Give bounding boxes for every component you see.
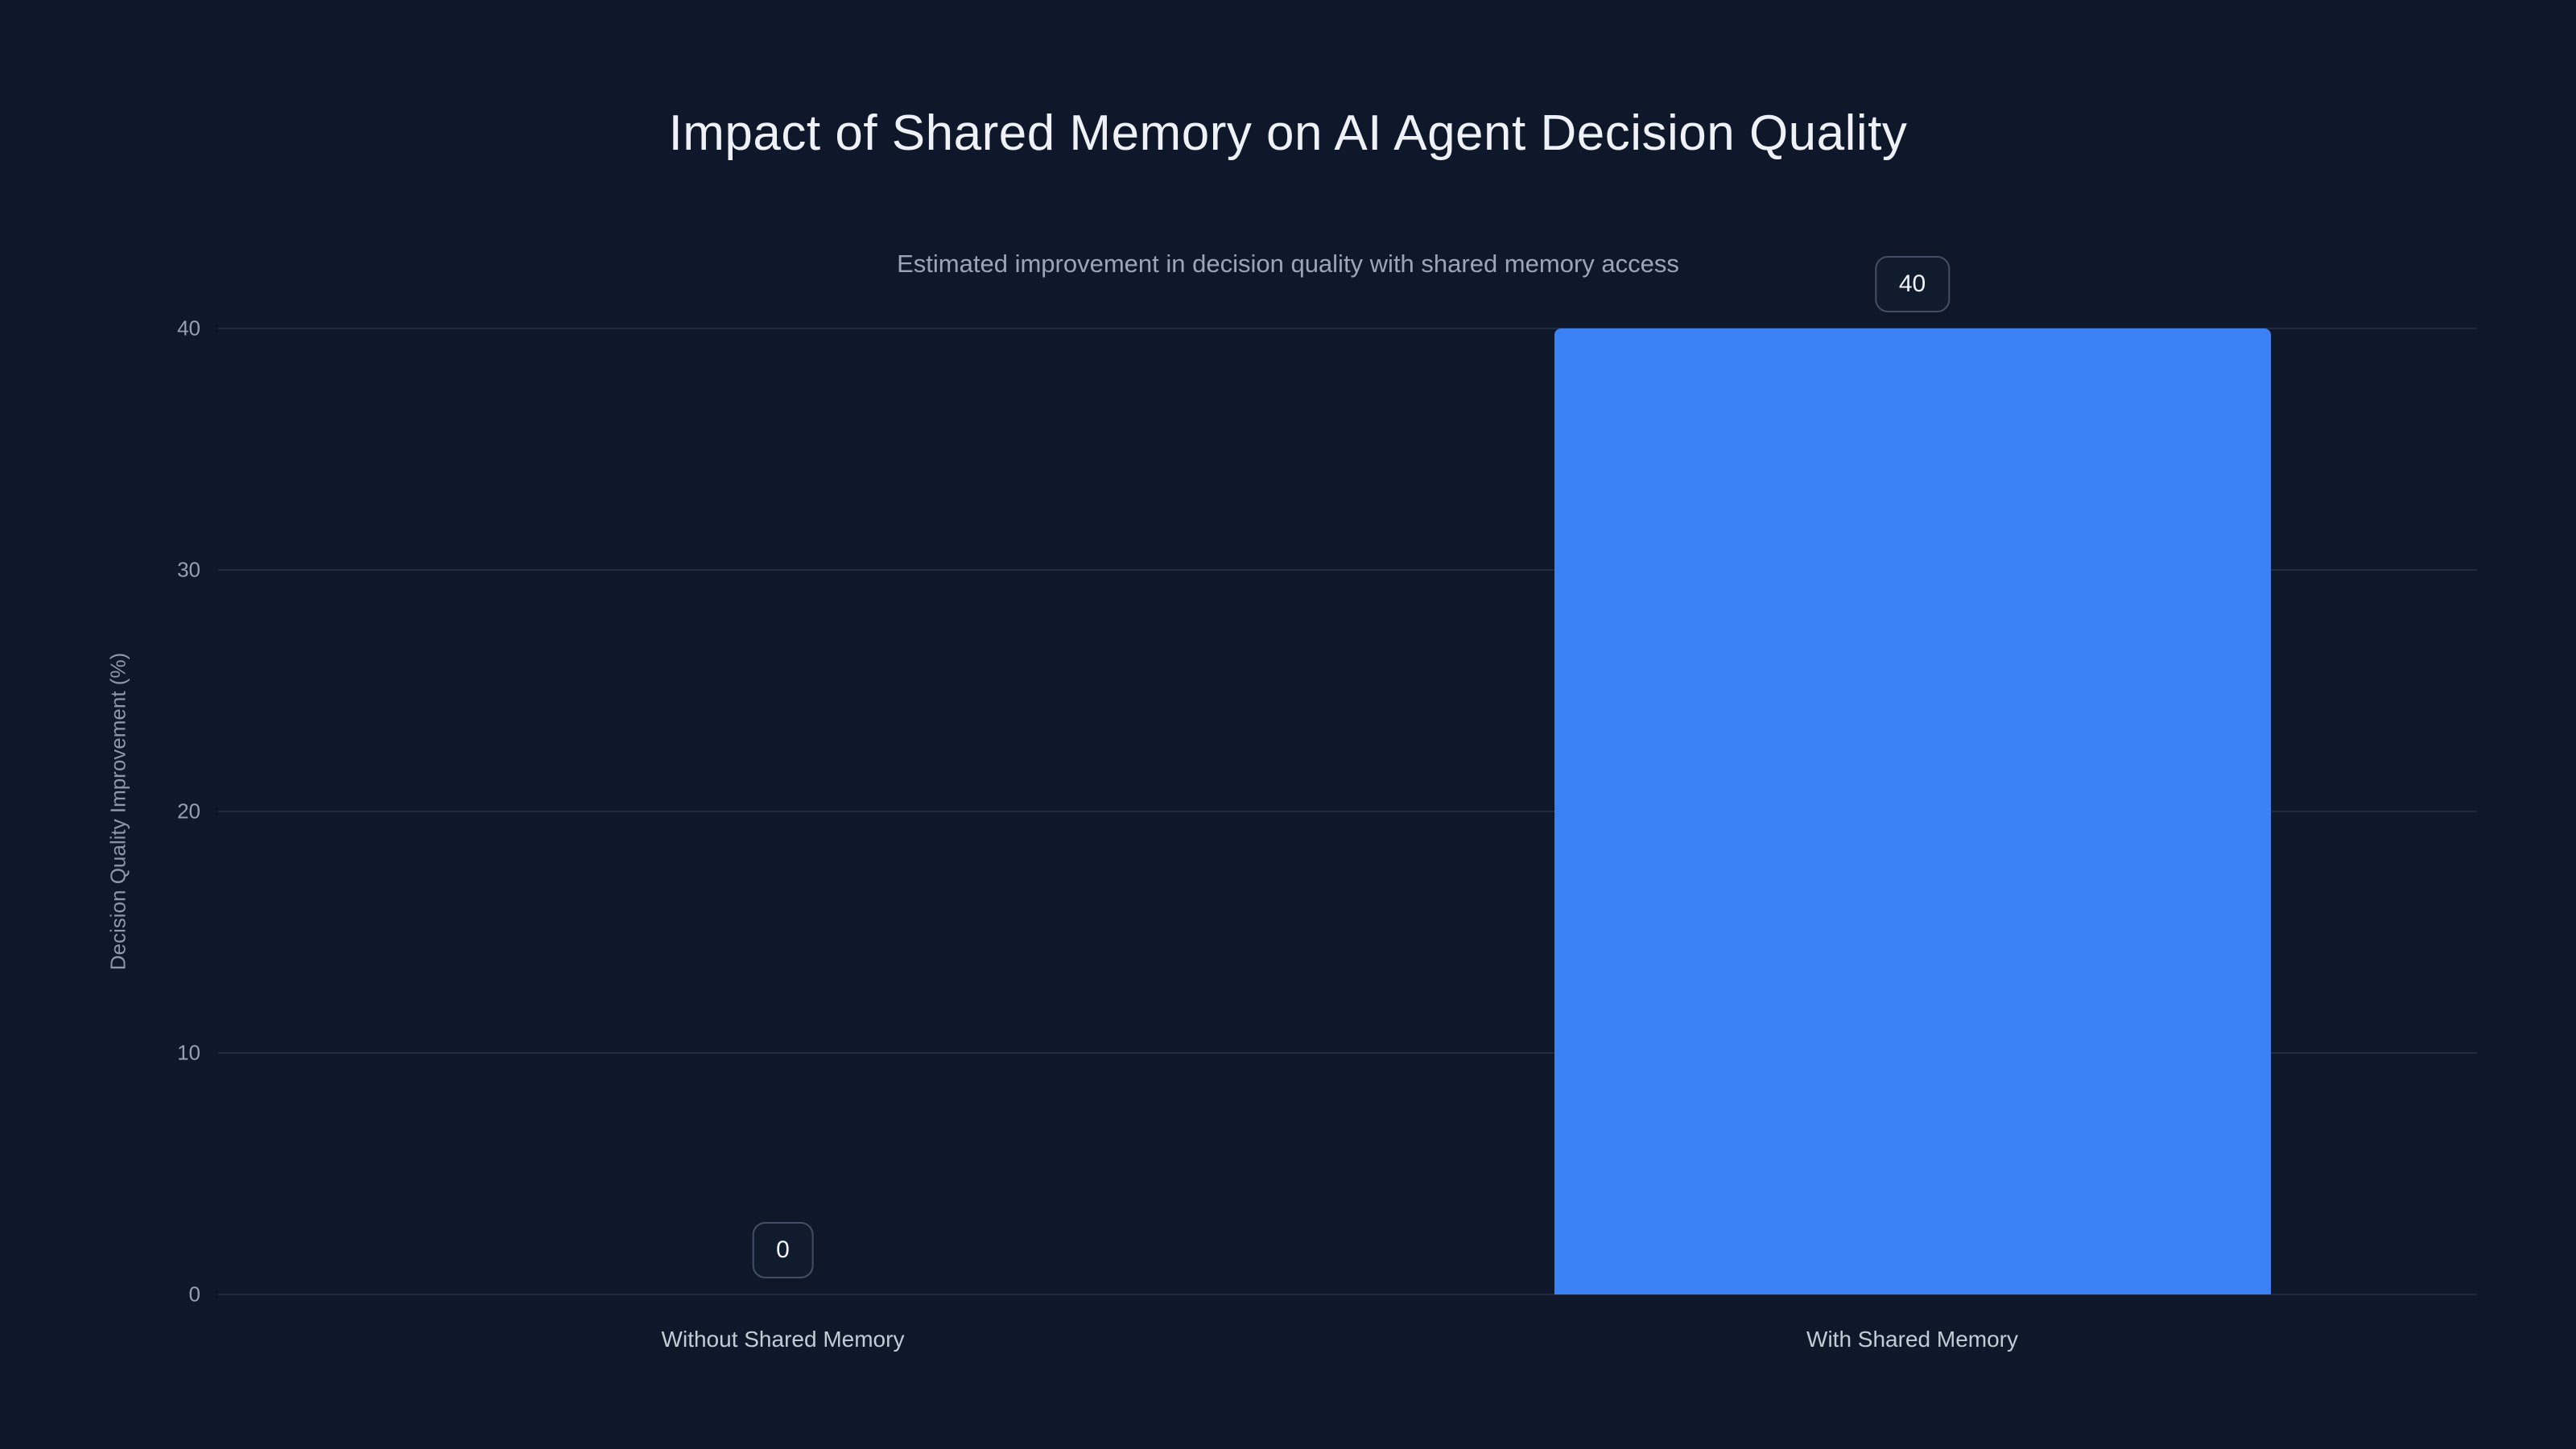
value-label-with-shared-memory: 40 bbox=[1874, 256, 1951, 312]
bar-with-shared-memory bbox=[1554, 328, 2271, 1294]
x-category-label-without-shared-memory: Without Shared Memory bbox=[661, 1327, 905, 1352]
gridline-y-10 bbox=[218, 1052, 2477, 1054]
gridline-y-0 bbox=[218, 1294, 2477, 1295]
y-tick-label-20: 20 bbox=[177, 799, 200, 824]
chart-title: Impact of Shared Memory on AI Agent Deci… bbox=[668, 105, 1908, 161]
chart-subtitle: Estimated improvement in decision qualit… bbox=[897, 250, 1679, 278]
value-label-without-shared-memory: 0 bbox=[752, 1222, 814, 1278]
plot-area: 0 10 20 30 40 0 Without Shared Memory 40 With Sh… bbox=[177, 256, 2477, 1352]
gridline-y-40 bbox=[218, 328, 2477, 329]
y-tick-label-40: 40 bbox=[177, 316, 200, 341]
y-tick-label-0: 0 bbox=[188, 1282, 200, 1307]
y-axis-title: Decision Quality Improvement (%) bbox=[105, 652, 130, 971]
y-tick-label-30: 30 bbox=[177, 557, 200, 582]
y-tick-label-10: 10 bbox=[177, 1040, 200, 1065]
gridline-y-30 bbox=[218, 569, 2477, 571]
x-category-label-with-shared-memory: With Shared Memory bbox=[1806, 1327, 2018, 1352]
gridline-y-20 bbox=[218, 811, 2477, 812]
